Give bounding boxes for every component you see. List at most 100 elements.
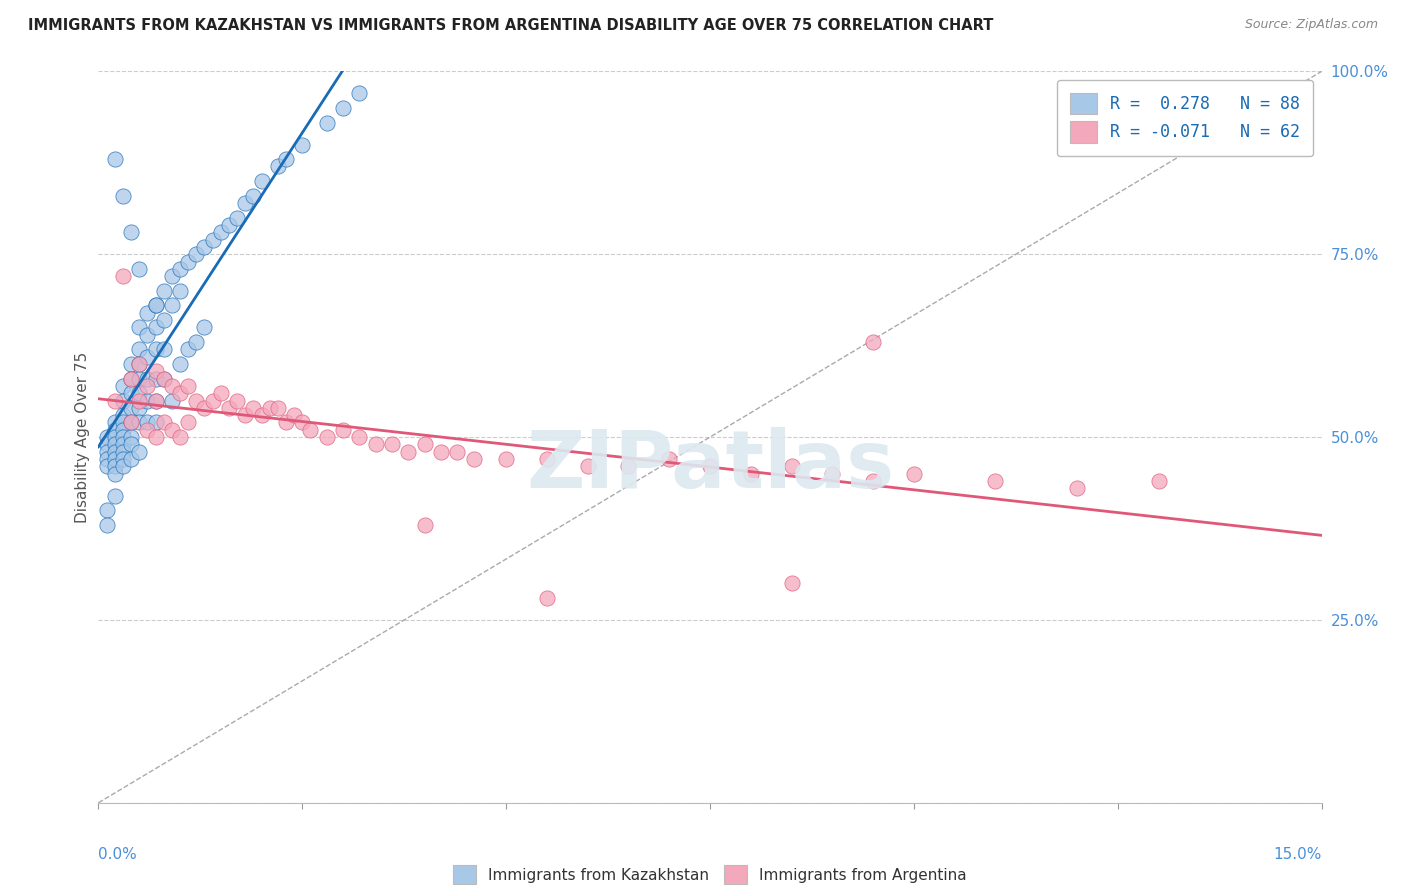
- Point: [233, 408, 256, 422]
- Point: [169, 261, 191, 276]
- Point: [111, 188, 134, 202]
- Point: [104, 489, 127, 503]
- Point: [128, 386, 150, 401]
- Point: [186, 247, 208, 261]
- Point: [193, 240, 215, 254]
- Point: [111, 444, 134, 458]
- Point: [128, 444, 150, 458]
- Point: [104, 416, 127, 430]
- Point: [136, 416, 159, 430]
- Point: [218, 401, 240, 415]
- Point: [430, 444, 453, 458]
- Point: [740, 467, 762, 481]
- Point: [128, 357, 150, 371]
- Text: 0.0%: 0.0%: [98, 847, 138, 862]
- Point: [186, 334, 208, 349]
- Point: [463, 452, 485, 467]
- Point: [259, 401, 281, 415]
- Point: [209, 386, 232, 401]
- Point: [186, 393, 208, 408]
- Point: [160, 379, 183, 393]
- Y-axis label: Disability Age Over 75: Disability Age Over 75: [75, 351, 90, 523]
- Point: [136, 306, 159, 320]
- Text: 15.0%: 15.0%: [1274, 847, 1322, 862]
- Point: [699, 459, 721, 474]
- Point: [111, 393, 134, 408]
- Point: [169, 357, 191, 371]
- Point: [381, 437, 404, 451]
- Point: [128, 357, 150, 371]
- Point: [218, 218, 240, 232]
- Point: [120, 452, 142, 467]
- Point: [169, 430, 191, 444]
- Point: [201, 233, 224, 247]
- Legend: Immigrants from Kazakhstan, Immigrants from Argentina: Immigrants from Kazakhstan, Immigrants f…: [447, 859, 973, 890]
- Point: [267, 401, 290, 415]
- Point: [315, 115, 337, 129]
- Point: [1147, 474, 1170, 488]
- Point: [177, 343, 200, 357]
- Point: [209, 225, 232, 239]
- Point: [576, 459, 599, 474]
- Point: [128, 371, 150, 385]
- Point: [169, 386, 191, 401]
- Point: [111, 437, 134, 451]
- Point: [495, 452, 517, 467]
- Point: [226, 211, 249, 225]
- Point: [104, 152, 127, 166]
- Point: [145, 298, 167, 312]
- Point: [413, 437, 436, 451]
- Point: [201, 393, 224, 408]
- Point: [96, 459, 118, 474]
- Point: [104, 437, 127, 451]
- Point: [111, 269, 134, 284]
- Point: [299, 423, 322, 437]
- Point: [128, 393, 150, 408]
- Text: ZIPatlas: ZIPatlas: [526, 427, 894, 506]
- Point: [136, 393, 159, 408]
- Point: [145, 416, 167, 430]
- Point: [145, 320, 167, 334]
- Point: [120, 386, 142, 401]
- Point: [396, 444, 419, 458]
- Point: [111, 379, 134, 393]
- Point: [136, 423, 159, 437]
- Point: [169, 284, 191, 298]
- Point: [136, 327, 159, 342]
- Point: [226, 393, 249, 408]
- Point: [160, 298, 183, 312]
- Point: [120, 225, 142, 239]
- Point: [349, 87, 371, 101]
- Point: [152, 313, 174, 327]
- Point: [128, 261, 150, 276]
- Point: [1066, 481, 1088, 495]
- Point: [536, 452, 558, 467]
- Point: [152, 371, 174, 385]
- Point: [193, 401, 215, 415]
- Point: [104, 430, 127, 444]
- Point: [152, 416, 174, 430]
- Point: [862, 334, 884, 349]
- Point: [111, 459, 134, 474]
- Point: [250, 408, 273, 422]
- Point: [152, 343, 174, 357]
- Point: [96, 430, 118, 444]
- Point: [104, 452, 127, 467]
- Point: [903, 467, 925, 481]
- Point: [291, 137, 314, 152]
- Point: [145, 364, 167, 378]
- Point: [96, 444, 118, 458]
- Point: [242, 188, 264, 202]
- Point: [233, 196, 256, 211]
- Point: [364, 437, 387, 451]
- Point: [177, 254, 200, 268]
- Text: IMMIGRANTS FROM KAZAKHSTAN VS IMMIGRANTS FROM ARGENTINA DISABILITY AGE OVER 75 C: IMMIGRANTS FROM KAZAKHSTAN VS IMMIGRANTS…: [28, 18, 994, 33]
- Point: [283, 408, 305, 422]
- Point: [862, 474, 884, 488]
- Point: [821, 467, 844, 481]
- Point: [120, 371, 142, 385]
- Point: [332, 101, 354, 115]
- Point: [120, 357, 142, 371]
- Point: [104, 444, 127, 458]
- Point: [111, 452, 134, 467]
